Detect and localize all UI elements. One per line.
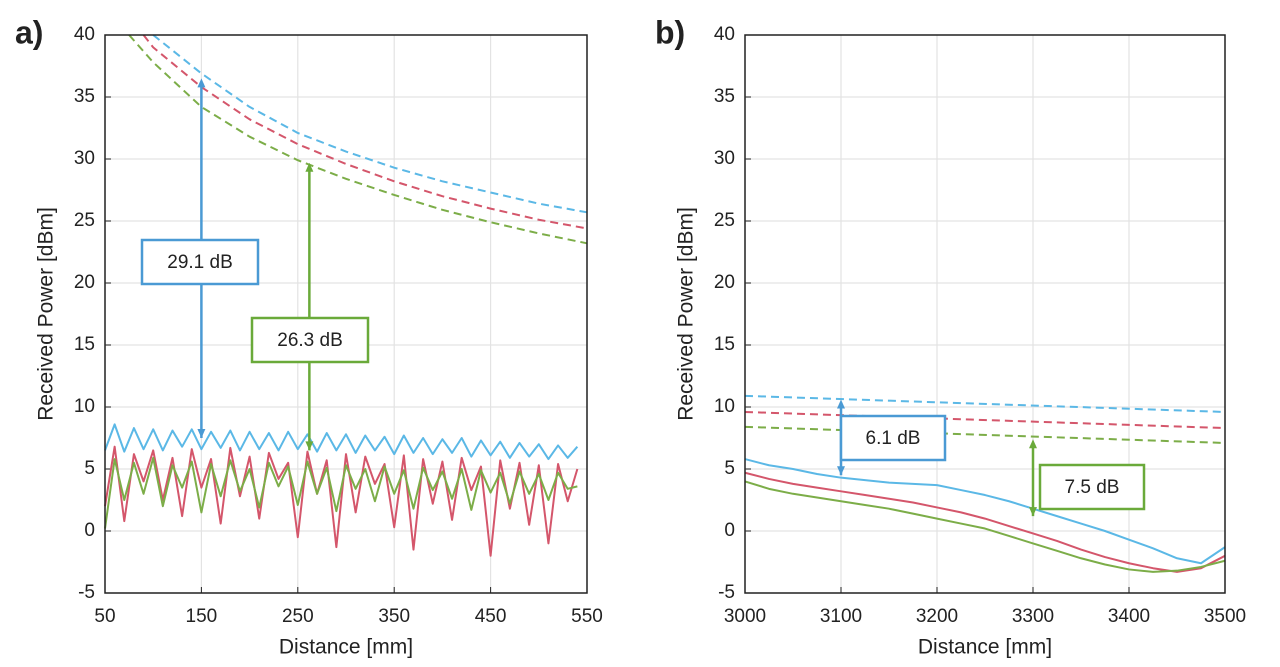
- annotation-label: 26.3 dB: [277, 330, 343, 351]
- dashed-line: [744, 410, 1226, 430]
- y-tick-label: 5: [84, 458, 95, 479]
- x-tick-label: 450: [475, 606, 507, 627]
- y-tick-label: 25: [74, 210, 95, 231]
- x-tick-label: 350: [378, 606, 410, 627]
- arrow-head: [305, 441, 314, 451]
- panel-label: b): [655, 14, 685, 50]
- y-tick-label: -5: [78, 582, 95, 603]
- annotation-label: 29.1 dB: [167, 252, 233, 273]
- line: [744, 480, 1226, 573]
- annotation-box: [140, 238, 260, 286]
- x-tick-label: 3200: [916, 606, 958, 627]
- annotation-label: 6.1 dB: [866, 428, 921, 449]
- dashed-line: [142, 34, 588, 230]
- line: [744, 458, 1226, 565]
- arrow-head: [197, 78, 206, 88]
- x-axis-label: Distance [mm]: [918, 636, 1052, 659]
- panel-label: a): [15, 14, 43, 50]
- x-tick-label: 3500: [1204, 606, 1246, 627]
- x-tick-label: 3300: [1012, 606, 1054, 627]
- plot-frame: [744, 34, 1226, 594]
- y-tick-label: 25: [714, 210, 735, 231]
- y-tick-label: 0: [84, 520, 95, 541]
- arrow-head: [197, 429, 206, 438]
- y-tick-label: 30: [74, 148, 95, 169]
- y-tick-label: 35: [74, 86, 95, 107]
- line: [744, 471, 1226, 573]
- line: [104, 423, 579, 461]
- y-tick-label: 15: [74, 334, 95, 355]
- arrow-head: [837, 399, 845, 409]
- line: [104, 456, 578, 529]
- y-tick-label: 40: [714, 24, 735, 45]
- plot-frame: [104, 34, 588, 594]
- y-axis-label: Received Power [dBm]: [35, 207, 58, 421]
- x-tick-label: 550: [571, 606, 603, 627]
- y-tick-label: 20: [74, 272, 95, 293]
- dashed-line: [744, 394, 1226, 413]
- y-tick-label: 10: [714, 396, 735, 417]
- y-tick-label: 20: [714, 272, 735, 293]
- y-tick-label: 15: [714, 334, 735, 355]
- y-tick-label: 5: [724, 458, 735, 479]
- arrow-head: [1029, 507, 1037, 517]
- x-tick-label: 250: [282, 606, 314, 627]
- y-tick-label: 10: [74, 396, 95, 417]
- x-tick-label: 3100: [820, 606, 862, 627]
- y-axis-label: Received Power [dBm]: [675, 207, 698, 421]
- x-tick-label: 150: [186, 606, 218, 627]
- annotation-box: [250, 316, 370, 364]
- dashed-line: [152, 34, 588, 214]
- y-tick-label: 40: [74, 24, 95, 45]
- y-tick-label: 30: [714, 148, 735, 169]
- x-axis-label: Distance [mm]: [279, 636, 413, 659]
- arrow-head: [1029, 439, 1037, 449]
- y-tick-label: -5: [718, 582, 735, 603]
- x-tick-label: 3000: [724, 606, 766, 627]
- y-tick-label: 35: [714, 86, 735, 107]
- y-tick-label: 0: [724, 520, 735, 541]
- line: [104, 445, 579, 557]
- annotation-box: [1038, 463, 1146, 511]
- x-tick-label: 3400: [1108, 606, 1150, 627]
- annotation-box: [839, 414, 947, 462]
- x-tick-label: 50: [94, 606, 115, 627]
- arrow-head: [837, 466, 845, 476]
- dashed-line: [128, 34, 588, 245]
- dashed-line: [744, 425, 1226, 444]
- annotation-label: 7.5 dB: [1065, 477, 1120, 498]
- arrow-head: [305, 162, 314, 172]
